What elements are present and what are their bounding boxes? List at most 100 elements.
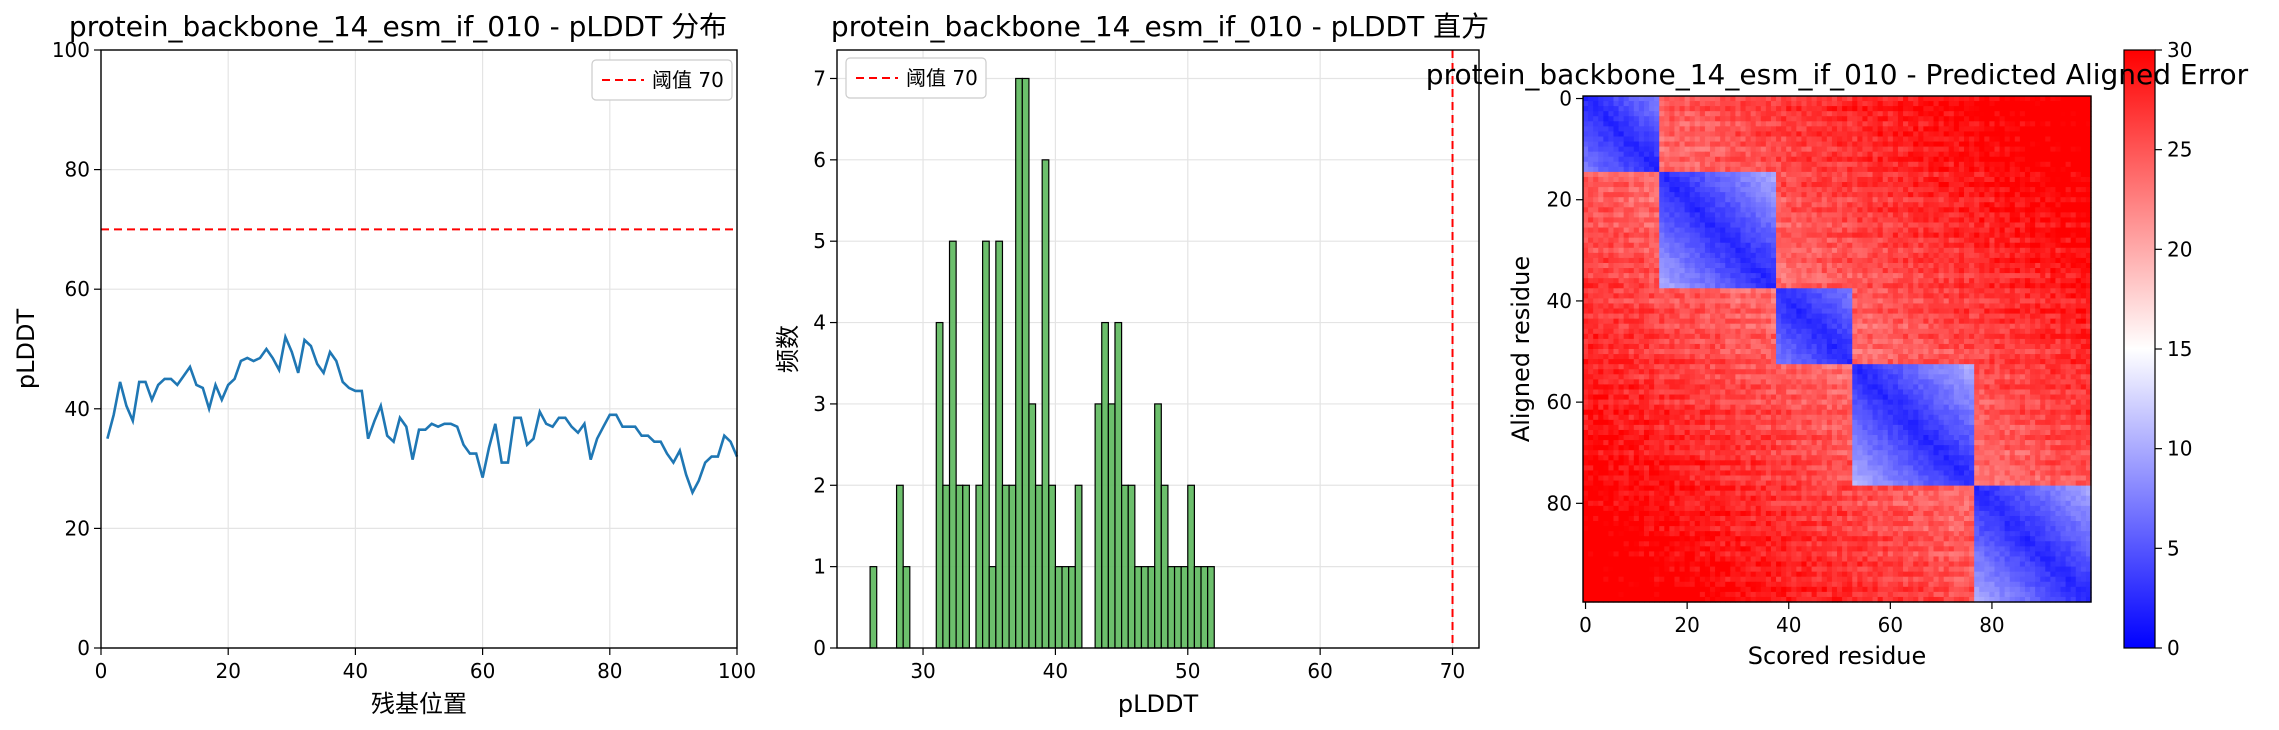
pae-cell xyxy=(1857,171,1863,178)
pae-cell xyxy=(1948,146,1955,153)
pae-cell xyxy=(1897,217,1904,224)
pae-cell xyxy=(2050,197,2057,203)
pae-cell xyxy=(1958,232,1965,239)
pae-cell xyxy=(1623,293,1630,299)
pae-cell xyxy=(1633,136,1640,143)
pae-cell xyxy=(1928,141,1935,148)
pae-cell xyxy=(1897,212,1904,219)
pae-cell xyxy=(1659,116,1665,122)
pae-cell xyxy=(1867,247,1874,254)
pae-cell xyxy=(1913,171,1919,178)
pae-cell xyxy=(1928,262,1935,269)
pae-cell xyxy=(1643,242,1650,249)
pae-cell xyxy=(1664,318,1670,325)
pae-cell xyxy=(2065,333,2072,340)
pae-cell xyxy=(2085,308,2092,315)
pae-cell xyxy=(1979,126,1985,133)
pae-cell xyxy=(1831,192,1838,198)
histogram-bar xyxy=(1054,566,1063,649)
pae-cell xyxy=(1928,278,1935,284)
pae-cell xyxy=(1628,232,1635,239)
pae-cell xyxy=(1664,116,1670,122)
pae-cell xyxy=(1806,151,1813,158)
pae-cell xyxy=(1806,323,1813,330)
pae-cell xyxy=(1628,187,1635,193)
pae-cell xyxy=(1989,192,1996,198)
pae-cell xyxy=(2060,283,2067,289)
pae-cell xyxy=(2055,212,2062,219)
pae-cell xyxy=(1583,252,1589,259)
pae-cell xyxy=(1643,268,1650,274)
pae-cell xyxy=(1933,131,1940,138)
pae-cell xyxy=(1948,121,1955,127)
pae-cell xyxy=(2080,237,2087,244)
pae-cell xyxy=(2030,303,2036,310)
pae-cell xyxy=(1862,227,1869,234)
pae-cell xyxy=(1654,161,1660,168)
pae-cell xyxy=(1588,328,1594,335)
pae-cell xyxy=(1821,232,1828,239)
pae-cell xyxy=(2004,262,2011,269)
pae-cell xyxy=(1720,136,1726,143)
pae-cell xyxy=(2055,313,2062,320)
pae-cell xyxy=(2035,136,2041,143)
pae-cell xyxy=(1679,298,1686,305)
pae-cell xyxy=(1664,96,1670,102)
pae-cell xyxy=(1887,161,1894,168)
pae-cell xyxy=(1908,323,1914,330)
pae-cell xyxy=(1857,293,1863,299)
pae-cell xyxy=(2055,268,2062,274)
pae-cell xyxy=(2019,146,2026,153)
pae-cell xyxy=(1770,308,1777,315)
pae-cell xyxy=(1862,126,1869,133)
pae-cell xyxy=(1933,268,1940,274)
pae-cell xyxy=(1725,212,1731,219)
pae-cell xyxy=(2050,247,2057,254)
pae-cell xyxy=(1781,333,1787,340)
pae-cell xyxy=(1679,202,1686,208)
pae-cell xyxy=(1725,151,1731,158)
pae-cell xyxy=(1694,151,1701,158)
pae-cell xyxy=(1953,303,1960,310)
pae-cell xyxy=(1791,328,1797,335)
pae-cell xyxy=(1989,252,1996,259)
pae-cell xyxy=(1928,288,1935,294)
pae-cell xyxy=(2035,146,2041,153)
pae-cell xyxy=(1583,171,1589,178)
pae-cell xyxy=(1791,273,1797,279)
pae-cell xyxy=(1750,252,1757,259)
pae-cell xyxy=(1933,212,1940,219)
pae-cell xyxy=(1862,151,1869,158)
pae-cell xyxy=(1669,338,1676,345)
pae-cell xyxy=(2055,303,2062,310)
pae-cell xyxy=(1918,283,1924,289)
pae-cell xyxy=(1842,232,1848,239)
pae-cell xyxy=(1776,262,1782,269)
pae-cell xyxy=(2004,101,2011,107)
pae-cell xyxy=(2014,126,2021,133)
pae-cell xyxy=(1938,212,1945,219)
pae-cell xyxy=(1755,268,1762,274)
pae-cell xyxy=(2009,252,2016,259)
pae-cell xyxy=(1740,146,1747,153)
pae-cell xyxy=(1837,187,1843,193)
pae-cell xyxy=(1674,101,1681,107)
pae-cell xyxy=(1613,318,1620,325)
pae-cell xyxy=(1770,176,1777,183)
pae-cell xyxy=(2004,232,2011,239)
pae-cell xyxy=(1750,101,1757,107)
pae-cell xyxy=(1857,202,1863,208)
pae-cell xyxy=(1887,141,1894,148)
pae-cell xyxy=(1852,273,1858,279)
pae-cell xyxy=(2080,96,2087,102)
pae-cell xyxy=(2030,187,2036,193)
pae-cell xyxy=(1953,192,1960,198)
y-tick-label: 80 xyxy=(65,158,90,182)
pae-cell xyxy=(1674,217,1681,224)
pae-cell xyxy=(1923,333,1930,340)
pae-cell xyxy=(2085,187,2092,193)
pae-cell xyxy=(2040,227,2046,234)
pae-cell xyxy=(1877,227,1884,234)
pae-cell xyxy=(1887,227,1894,234)
pae-cell xyxy=(1715,141,1721,148)
